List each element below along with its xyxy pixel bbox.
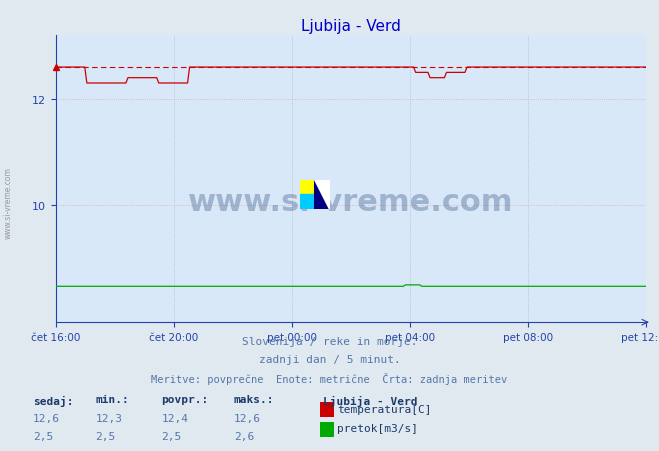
Text: 12,4: 12,4 — [161, 413, 188, 423]
Text: Meritve: povprečne  Enote: metrične  Črta: zadnja meritev: Meritve: povprečne Enote: metrične Črta:… — [152, 372, 507, 384]
Text: www.si-vreme.com: www.si-vreme.com — [3, 167, 13, 239]
Text: 2,5: 2,5 — [33, 431, 53, 441]
Text: 12,3: 12,3 — [96, 413, 123, 423]
Text: pretok[m3/s]: pretok[m3/s] — [337, 423, 418, 433]
Polygon shape — [300, 195, 315, 210]
Polygon shape — [315, 180, 330, 210]
Text: Slovenija / reke in morje.: Slovenija / reke in morje. — [242, 336, 417, 346]
Text: min.:: min.: — [96, 395, 129, 405]
Title: Ljubija - Verd: Ljubija - Verd — [301, 18, 401, 33]
Text: zadnji dan / 5 minut.: zadnji dan / 5 minut. — [258, 354, 401, 364]
Text: 12,6: 12,6 — [33, 413, 60, 423]
Text: 2,5: 2,5 — [161, 431, 182, 441]
Text: maks.:: maks.: — [234, 395, 274, 405]
Text: 2,5: 2,5 — [96, 431, 116, 441]
Text: www.si-vreme.com: www.si-vreme.com — [188, 188, 513, 216]
Polygon shape — [315, 180, 330, 210]
Text: Ljubija - Verd: Ljubija - Verd — [323, 395, 417, 405]
Text: 2,6: 2,6 — [234, 431, 254, 441]
Text: povpr.:: povpr.: — [161, 395, 209, 405]
Polygon shape — [300, 180, 315, 195]
Text: sedaj:: sedaj: — [33, 395, 73, 405]
Text: temperatura[C]: temperatura[C] — [337, 404, 432, 414]
Text: 12,6: 12,6 — [234, 413, 261, 423]
